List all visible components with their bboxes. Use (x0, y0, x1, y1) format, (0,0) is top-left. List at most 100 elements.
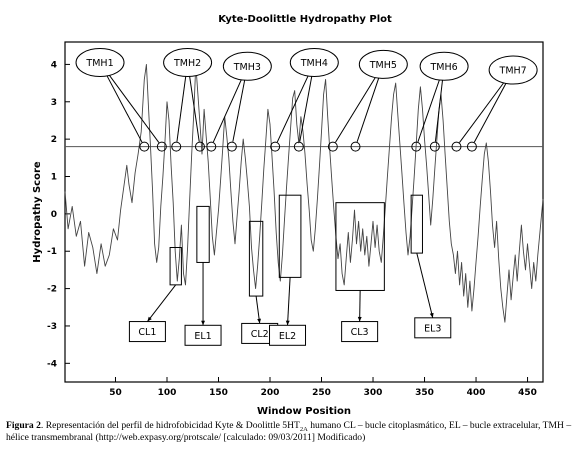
tmh-label: TMH2 (173, 58, 201, 69)
loop-label-box (128, 321, 166, 343)
y-tick-label: 4 (51, 60, 57, 70)
crossing-circle (411, 141, 422, 152)
crossing-circle (327, 141, 338, 152)
crossing-circle (194, 141, 205, 152)
loop-label: EL1 (194, 331, 211, 342)
x-tick-label: 300 (364, 388, 383, 398)
tmh-pointer-line (473, 83, 507, 143)
crossing-circle (466, 141, 477, 152)
y-tick-label: 0 (51, 210, 57, 220)
tmh-ellipse (222, 51, 272, 81)
tmh-pointer-line (459, 82, 505, 143)
tmh-label: TMH4 (300, 58, 328, 69)
tmh-pointer-line (335, 77, 376, 143)
crossing-circle (226, 141, 237, 152)
x-axis-label: Window Position (257, 406, 351, 417)
loop-label: EL3 (424, 323, 441, 334)
loop-annotation: CL3 (335, 202, 385, 343)
loop-label-box (414, 317, 452, 339)
y-tick-label: -2 (47, 285, 57, 295)
x-tick-label: 400 (467, 388, 486, 398)
y-tick-label: -3 (47, 322, 57, 332)
tmh-label: TMH3 (233, 62, 261, 73)
tmh-pointer-line (356, 77, 380, 143)
x-tick-label: 350 (415, 388, 434, 398)
caption-label: Figura 2 (6, 420, 41, 431)
crossing-circle (451, 141, 462, 152)
loop-annotation: CL1 (128, 246, 182, 343)
crossing-circle (293, 141, 304, 152)
tmh-ellipse (488, 55, 538, 85)
tmh-ellipse (163, 48, 213, 78)
loop-label: EL2 (279, 331, 296, 342)
x-tick-label: 50 (109, 388, 122, 398)
tmh-annotation: TMH3 (206, 51, 272, 152)
y-tick-label: 2 (51, 135, 57, 145)
caption-text-part2: humano CL – bucle citoplasmático, EL – b… (6, 420, 572, 443)
crossing-circle (156, 141, 167, 152)
tmh-annotation: TMH6 (411, 51, 469, 152)
loop-region-box (196, 205, 210, 263)
y-tick-label: -1 (47, 247, 57, 257)
tmh-pointer-line (434, 80, 443, 142)
plot-frame (64, 41, 544, 383)
loop-pointer-line (287, 277, 291, 326)
tmh-label: TMH1 (85, 58, 113, 69)
loop-arrowhead (357, 316, 362, 322)
tmh-label: TMH5 (369, 60, 397, 71)
tmh-annotation: TMH7 (451, 55, 538, 152)
crossing-circle (350, 141, 361, 152)
tmh-pointer-line (212, 79, 242, 143)
y-tick-label: -4 (47, 359, 57, 369)
loop-region-box (248, 220, 264, 297)
tmh-ellipse (289, 48, 339, 78)
tmh-ellipse (419, 51, 469, 81)
tmh-pointer-line (299, 76, 313, 142)
tmh-label: TMH6 (430, 62, 458, 73)
tmh-ellipse (75, 48, 125, 78)
loop-arrowhead (201, 320, 205, 326)
tmh-pointer-line (106, 75, 143, 143)
annotations: TMH1 TMH2 TMH3 TMH4 TMH5 TMH6 TMH7 CL1 EL1 CL2 EL2… (75, 48, 538, 346)
x-tick-label: 450 (518, 388, 537, 398)
caption-subscript: 2A (299, 425, 308, 433)
chart-title: Kyte-Doolittle Hydropathy Plot (218, 14, 392, 25)
loop-label-box (269, 324, 307, 346)
y-tick-label: 3 (51, 98, 57, 108)
loop-region-box (410, 194, 423, 254)
y-axis-label: Hydropathy Score (32, 161, 43, 263)
x-tick-label: 250 (312, 388, 331, 398)
loop-arrowhead (285, 320, 290, 326)
crossing-circle (270, 141, 281, 152)
tmh-pointer-line (232, 80, 246, 142)
hydropathy-figure: Kyte-Doolittle Hydropathy Plot -4 -3 -2 -1 0… (32, 14, 544, 417)
x-tick-label: 200 (261, 388, 280, 398)
tmh-pointer-line (176, 76, 187, 142)
loop-arrowhead (429, 312, 434, 318)
tmh-annotation: TMH1 (75, 48, 167, 152)
y-tick-label: 1 (51, 173, 57, 183)
loop-arrowhead (147, 316, 152, 322)
tmh-pointer-line (189, 76, 200, 142)
tmh-pointer-line (417, 79, 440, 143)
crossing-circle (206, 141, 217, 152)
loop-annotation: EL3 (410, 194, 452, 339)
crossing-circle (139, 141, 150, 152)
loop-label-box (184, 324, 222, 346)
loop-label: CL1 (138, 327, 156, 338)
tmh-pointer-line (276, 75, 309, 143)
loop-arrowhead (257, 318, 261, 324)
loop-annotation: EL2 (269, 194, 307, 346)
loop-region-box (169, 246, 182, 286)
loop-label: CL3 (351, 327, 369, 338)
loop-region-box (278, 194, 302, 278)
tmh-annotation: TMH4 (270, 48, 339, 152)
loop-pointer-line (147, 284, 177, 322)
tmh-label: TMH7 (499, 66, 527, 77)
x-tick-label: 100 (158, 388, 177, 398)
figure-caption: Figura 2. Representación del perfil de h… (6, 420, 574, 444)
x-axis: 50 100 150 200 250 300 350 400 450 (109, 377, 537, 398)
y-axis: -4 -3 -2 -1 0 1 2 3 4 (47, 60, 70, 369)
crossing-circle (171, 141, 182, 152)
loop-pointer-line (416, 252, 434, 318)
